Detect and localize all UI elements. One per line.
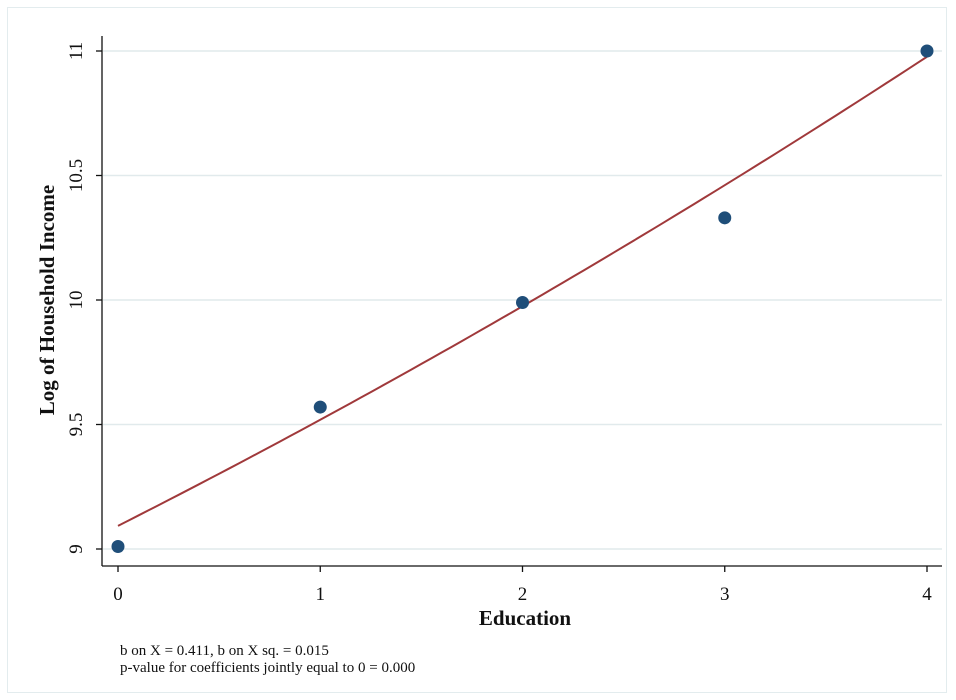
data-point bbox=[111, 540, 125, 554]
x-tick-label: 1 bbox=[316, 584, 326, 605]
y-axis-title: Log of Household Income bbox=[35, 185, 59, 415]
data-point bbox=[313, 400, 327, 414]
fit-line bbox=[117, 55, 928, 527]
data-point bbox=[920, 44, 934, 58]
y-tick-label: 11 bbox=[66, 42, 87, 60]
data-point bbox=[718, 211, 732, 225]
chart-frame bbox=[7, 7, 947, 693]
y-tick-label: 10 bbox=[66, 291, 87, 310]
scatter-points bbox=[111, 44, 934, 554]
x-tick-label: 4 bbox=[922, 584, 932, 605]
grid-lines bbox=[103, 50, 942, 550]
fit-line-group bbox=[117, 55, 928, 527]
pvalue-note: p-value for coefficients jointly equal t… bbox=[120, 660, 416, 676]
x-axis-title: Education bbox=[479, 606, 572, 630]
x-tick-label: 2 bbox=[518, 584, 528, 605]
tick-labels: 9 9.5 10 10.5 11 0 1 2 3 4 bbox=[66, 42, 932, 605]
data-point bbox=[516, 295, 529, 309]
axes bbox=[96, 36, 942, 572]
x-tick-label: 0 bbox=[113, 584, 123, 605]
coefficient-note: b on X = 0.411, b on X sq. = 0.015 bbox=[120, 643, 329, 659]
x-tick-label: 3 bbox=[720, 584, 730, 605]
y-tick-label: 9.5 bbox=[66, 413, 87, 437]
y-tick-label: 9 bbox=[66, 544, 87, 554]
y-tick-label: 10.5 bbox=[66, 159, 87, 192]
